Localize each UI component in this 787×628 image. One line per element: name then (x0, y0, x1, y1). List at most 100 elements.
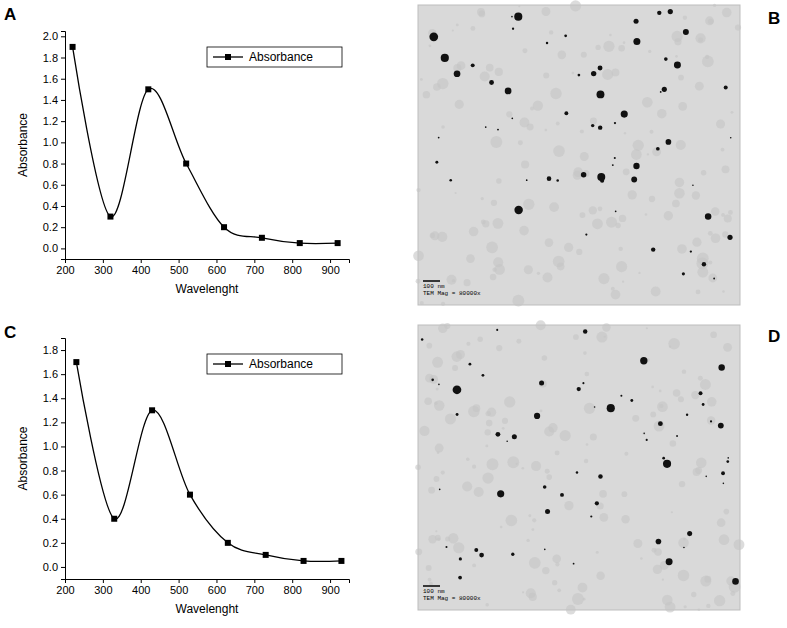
tem-particle (612, 164, 614, 166)
tem-texture-spot (564, 501, 573, 510)
tem-texture-spot (580, 129, 584, 133)
tem-particle (656, 539, 662, 545)
tem-texture-spot (523, 199, 534, 210)
y-tick-mark (61, 164, 65, 165)
tem-texture-spot (621, 515, 629, 523)
tem-panel: 100 nmTEM Mag = 80000xD (415, 320, 780, 614)
tem-particle (576, 471, 578, 473)
tem-texture-spot (721, 213, 725, 217)
x-tick-mark (216, 579, 217, 583)
x-tick-label: 300 (94, 264, 112, 276)
tem-texture-spot (464, 279, 471, 286)
tem-texture-spot (546, 474, 552, 480)
tem-texture-spot (693, 468, 701, 476)
y-tick: 1.8 (43, 344, 65, 356)
x-tick: 800 (284, 579, 302, 596)
tem-particle (506, 440, 508, 442)
tem-texture-spot (670, 440, 677, 447)
tem-texture-spot (539, 380, 547, 388)
tem-texture-spot (598, 273, 609, 284)
tem-texture-spot (481, 219, 486, 224)
tem-texture-spot (544, 129, 547, 132)
y-tick-label: 0.6 (43, 179, 58, 191)
y-tick: 0.6 (43, 489, 65, 501)
tem-particle (713, 278, 715, 280)
tem-texture-spot (622, 491, 628, 497)
y-tick-label: 0.6 (43, 489, 58, 501)
x-tick: 400 (132, 579, 150, 596)
tem-texture-spot (672, 200, 680, 208)
tem-texture-spot (564, 243, 573, 252)
tem-texture-spot (502, 418, 508, 424)
y-tick: 1.8 (43, 52, 65, 64)
tem-texture-spot (521, 467, 524, 470)
tem-texture-spot (437, 451, 440, 454)
tem-texture-spot (432, 357, 443, 368)
tem-particle (577, 387, 581, 391)
tem-texture-spot (623, 41, 626, 44)
tem-texture-spot (419, 426, 429, 436)
tem-particle (668, 9, 673, 14)
x-tick: 300 (94, 259, 112, 276)
tem-particle (471, 63, 475, 67)
x-tick-mark (330, 579, 331, 583)
tem-particle (496, 432, 501, 437)
tem-texture-spot (477, 337, 482, 342)
y-tick: 0.8 (43, 158, 65, 170)
tem-texture-spot (711, 207, 719, 215)
tem-texture-spot (474, 487, 484, 497)
tem-texture-spot (662, 578, 664, 580)
y-tick-label: 0.0 (43, 561, 58, 573)
tem-texture-spot (643, 432, 646, 435)
tem-texture-spot (516, 339, 521, 344)
tem-texture-spot (696, 290, 701, 295)
x-axis: 200300400500600700800900 (56, 579, 349, 596)
tem-particle (454, 70, 461, 77)
x-tick: 700 (246, 259, 264, 276)
x-tick-mark (216, 259, 217, 263)
tem-particle (730, 137, 732, 139)
y-tick: 2.0 (43, 30, 65, 42)
tem-texture-spot (675, 55, 678, 58)
tem-texture-spot (611, 290, 621, 300)
x-tick-mark (292, 579, 293, 583)
tem-texture-spot (540, 410, 543, 413)
x-tick: 200 (56, 259, 74, 276)
y-tick: 1.6 (43, 73, 65, 85)
tem-texture-spot (491, 200, 497, 206)
tem-texture-spot (664, 211, 673, 220)
tem-image (418, 5, 740, 305)
tem-texture-spot (671, 511, 673, 513)
legend: Absorbance (207, 47, 342, 67)
tem-texture-spot (472, 465, 476, 469)
tem-texture-spot (624, 452, 628, 456)
tem-caption: TEM Mag = 80000x (423, 595, 481, 602)
tem-texture-spot (572, 593, 584, 605)
plot-area (70, 44, 341, 246)
tem-texture-spot (682, 369, 686, 373)
x-axis-title: Wavelenght (176, 282, 240, 296)
tem-particle (646, 439, 648, 441)
tem-texture-spot (691, 391, 699, 399)
marker (225, 540, 231, 546)
tem-texture-spot (531, 461, 541, 471)
x-tick: 900 (321, 259, 339, 276)
y-axis-line (61, 339, 66, 580)
tem-particle (514, 206, 522, 214)
y-tick-mark (61, 185, 65, 186)
tem-texture-spot (557, 263, 565, 271)
tem-texture-spot (573, 171, 582, 180)
tem-texture-spot (500, 526, 503, 529)
tem-texture-spot (683, 16, 687, 20)
x-tick-label: 700 (246, 264, 264, 276)
tem-texture-spot (555, 562, 559, 566)
tem-texture-spot (516, 463, 518, 465)
tem-texture-spot (441, 302, 445, 306)
tem-texture-spot (420, 301, 424, 305)
tem-particle (582, 382, 584, 384)
tem-texture-spot (425, 374, 434, 383)
tem-texture-spot (456, 24, 459, 27)
tem-particle (591, 124, 594, 127)
chart-panel: 2003004005006007008009000.00.20.40.60.81… (4, 5, 350, 296)
tem-texture-spot (722, 290, 725, 293)
